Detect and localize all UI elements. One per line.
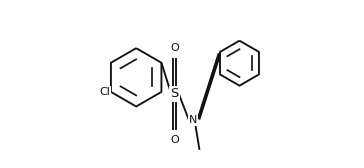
Text: N: N xyxy=(189,115,197,125)
Text: O: O xyxy=(170,43,179,53)
Text: S: S xyxy=(170,88,179,100)
Text: Cl: Cl xyxy=(99,87,110,97)
Text: O: O xyxy=(170,135,179,145)
